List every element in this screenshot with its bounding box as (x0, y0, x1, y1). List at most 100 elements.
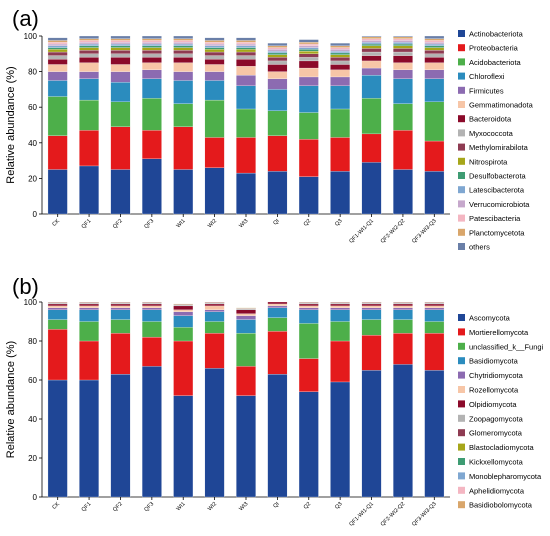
legend-label: Blastocladiomycota (469, 443, 534, 452)
bar-segment (173, 57, 194, 63)
bar-segment (110, 307, 131, 310)
bar-segment (298, 39, 319, 43)
bar-segment (267, 307, 288, 318)
bar-segment (204, 80, 225, 101)
bar-segment (298, 139, 319, 177)
bar-segment (393, 302, 413, 305)
bar-segment (79, 99, 99, 131)
bar-segment (424, 42, 445, 45)
y-tick-label: 60 (28, 103, 37, 112)
bar-segment (267, 301, 288, 305)
bar-segment (424, 309, 445, 322)
bar-segment (393, 36, 413, 39)
legend-swatch (458, 314, 465, 321)
bar-segment (361, 162, 382, 215)
bar-segment (110, 47, 131, 51)
bar-segment (110, 40, 131, 43)
bar-segment (79, 35, 99, 39)
bar-segment (330, 309, 351, 322)
x-tick-label: WI2 (207, 218, 218, 229)
bar-segment (393, 78, 413, 104)
bar-segment (361, 48, 382, 53)
bar-segment (236, 75, 256, 86)
bar-segment (236, 37, 256, 41)
bar-segment (110, 38, 131, 41)
bar-segment (361, 370, 382, 498)
legend-label: Firmicutes (469, 86, 504, 95)
bar-segment (393, 45, 413, 49)
legend-label: Verrucomicrobiota (469, 200, 530, 209)
bar-segment (141, 307, 162, 310)
bar-segment (110, 42, 131, 45)
y-tick-label: 80 (28, 68, 37, 77)
bar-segment (173, 315, 194, 328)
bar-segment (330, 52, 351, 55)
bar-segment (47, 307, 68, 310)
bar-segment (173, 40, 194, 43)
bar-segment (141, 98, 162, 131)
bar-segment (204, 305, 225, 310)
bar-segment (110, 57, 131, 65)
bar-segment (173, 340, 194, 396)
x-tick-label: QF2 (112, 501, 124, 513)
bar-segment (424, 50, 445, 54)
bar-segment (79, 303, 99, 307)
bar-segment (204, 64, 225, 72)
legend-swatch (458, 157, 465, 165)
legend-label: Olpidiomycota (469, 400, 517, 409)
bar-segment (110, 50, 131, 54)
bar-segment (110, 82, 131, 102)
bar-segment (298, 307, 319, 310)
bar-segment (361, 60, 382, 69)
bar-segment (393, 42, 413, 45)
bar-segment (204, 99, 225, 138)
y-tick-label: 60 (28, 376, 37, 385)
bar-segment (79, 71, 99, 79)
x-tick-label: QF3 (143, 218, 155, 230)
y-tick-label: 0 (33, 493, 38, 502)
legend-swatch (458, 101, 465, 108)
bar-segment (141, 305, 162, 308)
bar-segment (236, 66, 256, 76)
legend-label: Nitrospirota (469, 157, 508, 166)
legend-label: Chytridiomycota (469, 371, 524, 380)
bar-segment (298, 51, 319, 54)
bar-segment (236, 366, 256, 396)
bar-segment (330, 108, 351, 138)
bar-segment (236, 313, 256, 316)
bar-segment (173, 309, 194, 312)
bar-segment (330, 60, 351, 65)
bar-segment (393, 69, 413, 79)
bar-segment (424, 57, 445, 63)
bar-segment (267, 64, 288, 72)
x-tick-label: QF1-WI1-Q1 (348, 501, 375, 528)
bar-segment (204, 59, 225, 65)
bar-segment (47, 302, 68, 305)
legend-label: Bacteroidota (469, 115, 512, 124)
bar-segment (110, 169, 131, 215)
bar-segment (330, 305, 351, 308)
bar-segment (141, 303, 162, 307)
bar-segment (298, 45, 319, 48)
bar-segment (393, 169, 413, 215)
bar-segment (141, 45, 162, 48)
bar-segment (330, 381, 351, 498)
bar-segment (47, 51, 68, 56)
bar-segment (330, 47, 351, 50)
bar-segment (79, 307, 99, 310)
bar-segment (110, 309, 131, 320)
bar-segment (79, 130, 99, 167)
bar-segment (47, 71, 68, 81)
x-tick-label: QI (272, 501, 281, 510)
legend-label: Acidobacteriota (469, 58, 522, 67)
x-tick-label: CK (51, 501, 61, 511)
bar-segment (141, 309, 162, 322)
bar-segment (267, 71, 288, 79)
chart-a: 0 20 40 60 80 100 Relative abundance (%) CK QF1 Q… (5, 30, 534, 252)
bar-segment (141, 53, 162, 58)
legend-label: Kickxellomycota (469, 458, 524, 467)
bar-segment (267, 317, 288, 332)
x-tick-label: WI1 (175, 218, 186, 229)
bar-segment (110, 101, 131, 127)
